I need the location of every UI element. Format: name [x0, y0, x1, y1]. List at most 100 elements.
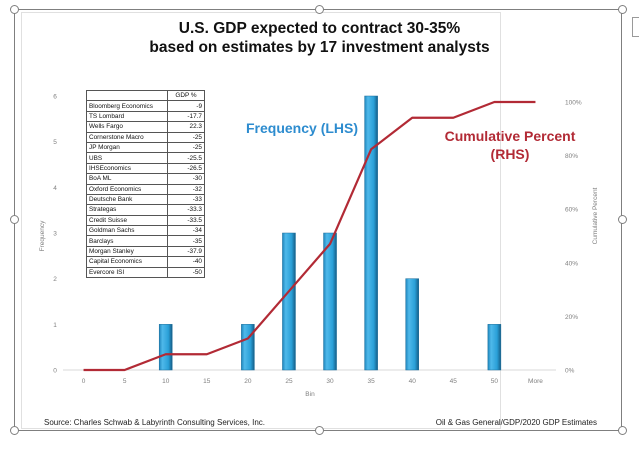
analyst-name: BoA ML [86, 173, 168, 185]
analyst-name: Oxford Economics [86, 183, 168, 195]
analyst-name: TS Lombard [86, 110, 168, 123]
analyst-name: Deutsche Bank [86, 193, 168, 206]
x-tick-label: 0 [82, 378, 86, 385]
table-header-row: GDP % [86, 89, 205, 102]
y-tick-label: 3 [53, 231, 57, 238]
gdp-estimate: -33 [167, 193, 205, 206]
frequency-bar [405, 278, 419, 371]
table-row: JP Morgan -25 [86, 141, 205, 154]
frequency-bar [158, 324, 173, 371]
x-tick-label: 25 [285, 378, 293, 385]
x-tick-label: 15 [203, 378, 211, 385]
analyst-name: JP Morgan [86, 141, 168, 154]
y2-tick-label: 80% [565, 153, 578, 160]
table-row: Oxford Economics -32 [86, 183, 205, 195]
gdp-estimate: -32 [167, 183, 205, 195]
x-tick-label: 20 [244, 378, 252, 385]
analyst-name: Wells Fargo [86, 121, 168, 133]
table-row: Capital Economics -40 [86, 256, 205, 268]
cumulative-annotation-line2: (RHS) [490, 146, 530, 162]
y2-tick-label: 100% [565, 100, 582, 107]
y-tick-label: 6 [53, 94, 57, 101]
x-tick-label: 5 [123, 378, 127, 385]
gdp-estimate: -33.5 [167, 214, 205, 227]
y-axis-title: Frequency [39, 220, 46, 251]
frequency-bar [364, 95, 378, 371]
gdp-estimate: 22.3 [167, 121, 205, 133]
table-row: Deutsche Bank -33 [86, 193, 205, 206]
x-tick-label: 35 [368, 378, 376, 385]
table-row: TS Lombard -17.7 [86, 110, 205, 123]
table-row: Wells Fargo 22.3 [86, 121, 205, 133]
x-tick-label: 30 [326, 378, 334, 385]
y-tick-label: 1 [53, 322, 57, 329]
gdp-estimate: -17.7 [167, 110, 205, 123]
analyst-name: Evercore ISI [86, 266, 168, 279]
table-row: Goldman Sachs -34 [86, 225, 205, 237]
y-tick-label: 2 [53, 276, 57, 283]
table-header-name [86, 89, 168, 102]
gdp-estimate: -25 [167, 131, 205, 143]
resize-handle-top-center[interactable] [315, 5, 324, 14]
gdp-estimate: -25.5 [167, 152, 205, 164]
table-row: Bloomberg Economics -9 [86, 100, 205, 112]
resize-handle-top-right[interactable] [618, 5, 627, 14]
file-path-footnote: Oil & Gas General/GDP/2020 GDP Estimates [435, 418, 597, 427]
source-footnote: Source: Charles Schwab & Labyrinth Consu… [44, 418, 265, 427]
table-row: Barclays -35 [86, 235, 205, 247]
gdp-estimate: -35 [167, 235, 205, 247]
gdp-estimate: -34 [167, 225, 205, 237]
analyst-name: Credit Suisse [86, 214, 168, 227]
analyst-name: Bloomberg Economics [86, 100, 168, 112]
x-tick-label: 50 [491, 378, 499, 385]
chart-subtitle: based on estimates by 17 investment anal… [149, 39, 490, 56]
analyst-name: IHSEconomics [86, 162, 168, 175]
x-tick-label: More [528, 378, 543, 385]
y-tick-label: 5 [53, 139, 57, 146]
resize-handle-middle-right[interactable] [618, 215, 627, 224]
cumulative-percent-line [83, 100, 536, 372]
frequency-lhs-annotation: Frequency (LHS) [246, 120, 359, 136]
analyst-name: Barclays [86, 235, 168, 247]
table-row: UBS -25.5 [86, 152, 205, 164]
chart-area[interactable] [21, 12, 501, 429]
gdp-estimate: -40 [167, 256, 205, 268]
table-row: Cornerstone Macro -25 [86, 131, 205, 143]
frequency-bar [282, 232, 296, 371]
gdp-estimate: -25 [167, 141, 205, 154]
resize-handle-bottom-left[interactable] [10, 426, 19, 435]
y2-tick-label: 60% [565, 207, 578, 214]
x-axis-title: Bin [305, 391, 315, 398]
y2-tick-label: 20% [565, 314, 578, 321]
y-tick-label: 4 [53, 185, 57, 192]
frequency-bar [241, 324, 255, 371]
x-tick-label: 10 [162, 378, 170, 385]
analyst-name: Capital Economics [86, 256, 168, 268]
resize-handle-bottom-center[interactable] [315, 426, 324, 435]
gdp-estimate: -9 [167, 100, 205, 112]
gdp-estimates-table: GDP % Bloomberg Economics -9 TS Lombard -17… [86, 89, 205, 279]
cumulative-percent-rhs-annotation: Cumulative Percent (RHS) [430, 127, 590, 163]
x-tick-label: 45 [450, 378, 458, 385]
gdp-estimate: -33.3 [167, 204, 205, 216]
x-tick-label: 40 [409, 378, 417, 385]
table-row: IHSEconomics -26.5 [86, 162, 205, 175]
analyst-name: Goldman Sachs [86, 225, 168, 237]
resize-handle-top-left[interactable] [10, 5, 19, 14]
analyst-name: Morgan Stanley [86, 245, 168, 258]
analyst-name: UBS [86, 152, 168, 164]
layout-options-tab[interactable] [632, 17, 639, 37]
analyst-name: Strategas [86, 204, 168, 216]
resize-handle-bottom-right[interactable] [618, 426, 627, 435]
gdp-estimate: -30 [167, 173, 205, 185]
analyst-name: Cornerstone Macro [86, 131, 168, 143]
table-row: Credit Suisse -33.5 [86, 214, 205, 227]
chart-title: U.S. GDP expected to contract 30-35% [178, 20, 461, 37]
gdp-estimate: -37.9 [167, 245, 205, 258]
resize-handle-middle-left[interactable] [10, 215, 19, 224]
table-row: Evercore ISI -50 [86, 266, 205, 279]
y2-tick-label: 40% [565, 260, 578, 267]
table-row: Strategas -33.3 [86, 204, 205, 216]
y-tick-label: 0 [53, 368, 57, 375]
